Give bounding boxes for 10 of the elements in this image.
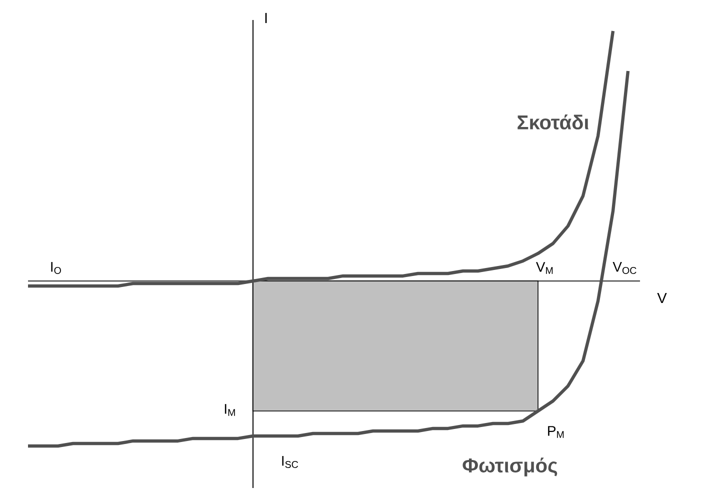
annotation: P$_{M}$ [548, 426, 564, 438]
annotation: I$_{O}$ [51, 262, 61, 274]
annotation: V$_{M}$ [536, 262, 553, 274]
text: I$_{SC}$ [282, 456, 298, 468]
y-axis-title: I [265, 12, 267, 24]
annotation: V$_{OC}$ [612, 262, 636, 274]
series-label: Σκοτάδι [518, 114, 589, 130]
x-axis-title: V [657, 292, 667, 304]
series-label: Φωτισμός [462, 458, 558, 476]
annotation: I$_{M}$ [224, 404, 235, 416]
